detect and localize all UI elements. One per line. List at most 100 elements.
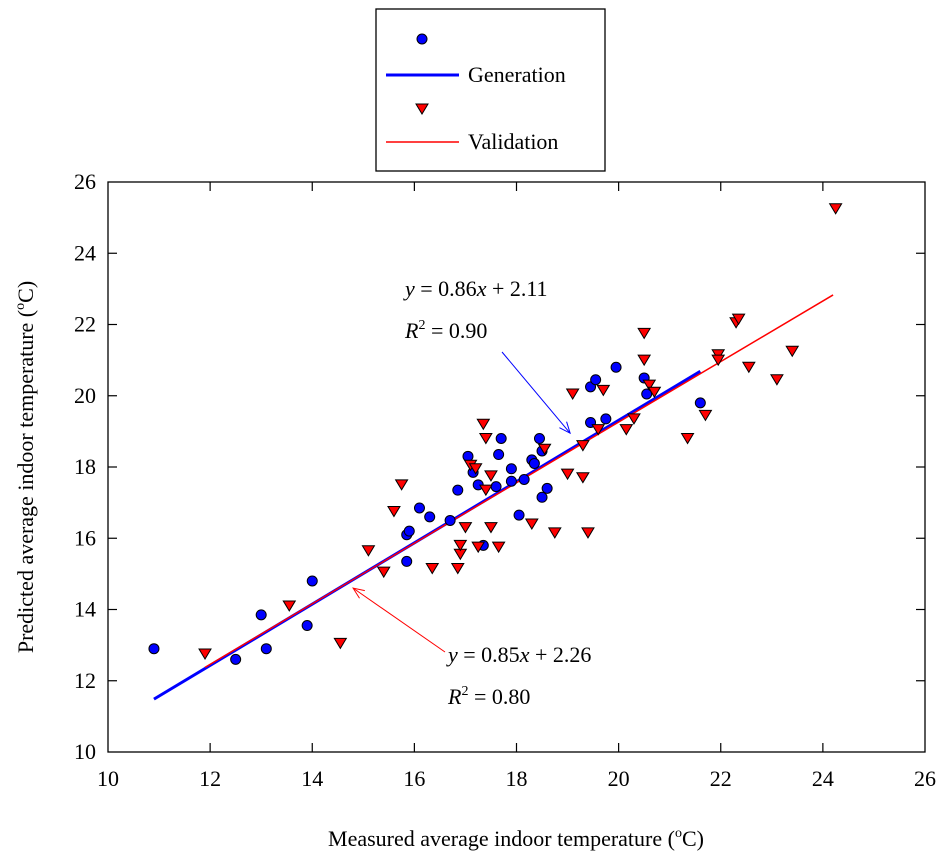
- y-tick-label: 22: [74, 312, 96, 337]
- generation-point: [600, 413, 612, 425]
- validation-point: [547, 527, 562, 539]
- y-tick-label: 26: [74, 169, 96, 194]
- generation-point: [255, 609, 267, 621]
- validation-point: [468, 463, 483, 475]
- generation-point: [490, 481, 502, 493]
- validation-point: [491, 541, 506, 554]
- y-tick-label: 14: [74, 597, 96, 622]
- generation-point: [495, 433, 507, 444]
- validation-arrow: [352, 587, 446, 653]
- validation-point: [387, 506, 401, 518]
- x-tick-label: 12: [199, 766, 221, 791]
- validation-point: [376, 566, 391, 579]
- generation-point: [541, 482, 553, 494]
- generation-point: [610, 361, 622, 373]
- generation-arrow: [501, 351, 571, 434]
- validation-point: [560, 468, 575, 481]
- generation-point: [403, 525, 415, 537]
- x-axis: 10 12 14 16 18 20 22 24 26: [97, 182, 936, 791]
- x-tick-label: 18: [506, 766, 528, 791]
- validation-point: [591, 424, 606, 436]
- validation-point: [731, 313, 746, 326]
- generation-point: [452, 484, 464, 496]
- x-tick-label: 26: [914, 766, 936, 791]
- validation-r-squared: R2 = 0.80: [447, 684, 530, 709]
- generation-point: [493, 449, 505, 461]
- validation-point: [596, 384, 611, 397]
- generation-equation: y = 0.86x + 2.11: [403, 276, 548, 301]
- legend-generation-label: Generation: [468, 62, 566, 87]
- generation-point: [401, 555, 413, 567]
- validation-point: [478, 484, 493, 497]
- validation-point: [282, 600, 297, 612]
- validation-point: [642, 379, 657, 392]
- data-points: [148, 203, 843, 665]
- validation-point: [741, 361, 756, 374]
- generation-point: [260, 643, 272, 655]
- validation-point: [575, 472, 590, 484]
- generation-point: [301, 620, 313, 632]
- validation-point: [471, 541, 486, 554]
- validation-point: [425, 563, 440, 575]
- y-tick-label: 20: [74, 383, 96, 408]
- generation-point: [505, 475, 517, 487]
- generation-arrow-head: [559, 421, 571, 435]
- validation-point: [484, 522, 498, 534]
- generation-point: [694, 397, 706, 409]
- validation-point: [785, 345, 800, 358]
- legend-validation-marker: [415, 103, 429, 115]
- generation-point: [444, 514, 456, 526]
- validation-point: [453, 539, 468, 552]
- generation-point: [513, 509, 525, 521]
- y-axis: 10 12 14 16 18 20 22 24 26: [74, 169, 925, 764]
- validation-point: [484, 470, 498, 482]
- generation-point: [413, 502, 425, 514]
- validation-point: [478, 433, 493, 445]
- generation-annotation: y = 0.86x + 2.11 R2 = 0.90: [403, 276, 571, 435]
- validation-point: [537, 443, 552, 456]
- validation-point: [637, 354, 652, 367]
- generation-point: [424, 511, 436, 523]
- validation-point: [680, 433, 695, 445]
- y-axis-title: Predicted average indoor temperature (oC…: [13, 281, 38, 653]
- legend-generation-marker: [416, 33, 428, 45]
- generation-point: [518, 473, 530, 485]
- validation-point: [458, 522, 473, 534]
- y-tick-label: 16: [74, 525, 96, 550]
- fit-lines: [153, 294, 834, 701]
- y-tick-label: 18: [74, 454, 96, 479]
- generation-point: [533, 433, 545, 444]
- validation-point: [333, 637, 348, 650]
- legend-box: [375, 8, 606, 172]
- generation-point: [306, 575, 318, 587]
- validation-point: [394, 479, 409, 491]
- y-tick-label: 12: [74, 668, 96, 693]
- generation-point: [528, 457, 540, 469]
- generation-point: [590, 374, 602, 386]
- legend: Generation Validation: [375, 8, 606, 172]
- generation-r-squared: R2 = 0.90: [404, 318, 487, 343]
- validation-annotation: y = 0.85x + 2.26 R2 = 0.80: [352, 587, 591, 709]
- generation-point: [536, 491, 548, 503]
- validation-point: [619, 424, 634, 436]
- generation-point: [148, 643, 160, 655]
- x-tick-label: 14: [301, 766, 323, 791]
- validation-point: [524, 518, 539, 530]
- validation-point: [698, 409, 713, 422]
- validation-point: [711, 354, 726, 367]
- x-tick-label: 10: [97, 766, 119, 791]
- x-axis-title: Measured average indoor temperature (oC): [328, 826, 704, 851]
- validation-point: [450, 563, 465, 575]
- x-tick-label: 22: [710, 766, 732, 791]
- validation-point: [476, 418, 491, 431]
- validation-point: [361, 545, 376, 557]
- validation-arrow-head: [352, 587, 365, 599]
- generation-point: [641, 388, 653, 400]
- x-tick-label: 20: [608, 766, 630, 791]
- validation-point: [637, 327, 652, 340]
- validation-point: [770, 374, 784, 386]
- validation-point: [627, 413, 641, 425]
- validation-point: [198, 648, 212, 661]
- y-tick-label: 24: [74, 240, 96, 265]
